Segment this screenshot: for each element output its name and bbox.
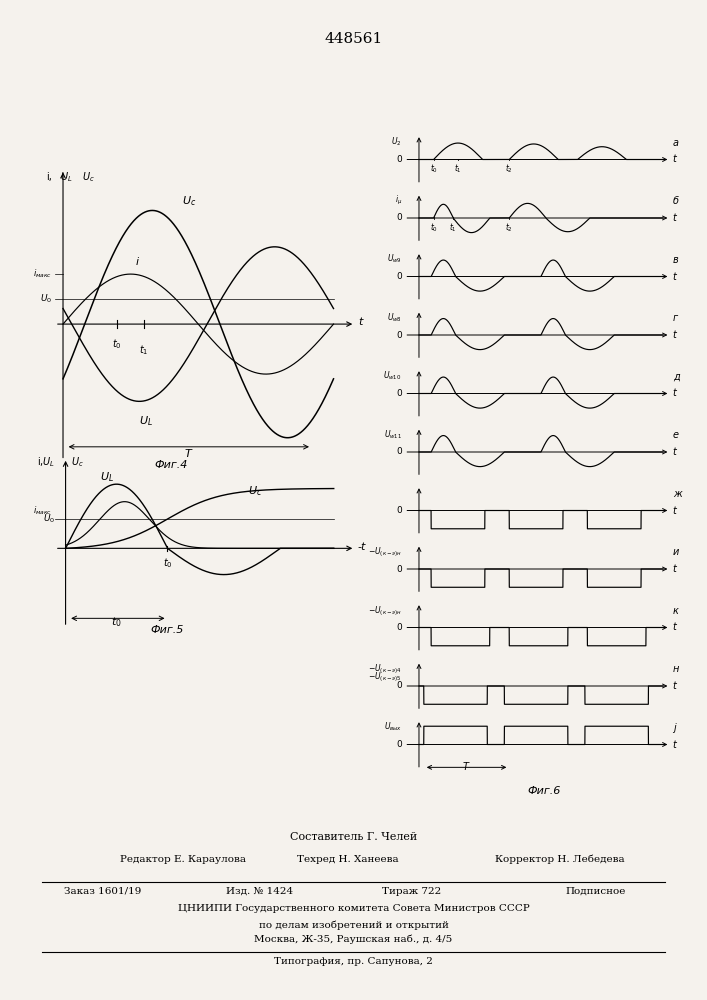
Text: t: t	[673, 447, 677, 457]
Text: $U_0$: $U_0$	[42, 513, 55, 525]
Text: по делам изобретений и открытий: по делам изобретений и открытий	[259, 920, 448, 930]
Text: $t_0$: $t_0$	[112, 337, 122, 351]
Text: t: t	[673, 622, 677, 633]
Text: t: t	[673, 740, 677, 750]
Text: Заказ 1601/19: Заказ 1601/19	[64, 887, 141, 896]
Text: 0: 0	[396, 155, 402, 164]
Text: 0: 0	[396, 389, 402, 398]
Text: Фиг.5: Фиг.5	[151, 625, 184, 635]
Text: $U_0$: $U_0$	[40, 292, 52, 305]
Text: $i_{макс}$: $i_{макс}$	[33, 268, 52, 280]
Text: ЦНИИПИ Государственного комитета Совета Министров СССР: ЦНИИПИ Государственного комитета Совета …	[177, 904, 530, 913]
Text: $U_{w8}$: $U_{w8}$	[387, 311, 402, 324]
Text: и: и	[673, 547, 679, 557]
Text: $t_1$: $t_1$	[449, 221, 457, 234]
Text: $-U_{(к-э)4}$: $-U_{(к-э)4}$	[368, 662, 402, 676]
Text: 0: 0	[396, 272, 402, 281]
Text: б: б	[673, 196, 679, 206]
Text: Типография, пр. Сапунова, 2: Типография, пр. Сапунова, 2	[274, 957, 433, 966]
Text: i: i	[136, 257, 139, 267]
Text: 448561: 448561	[325, 32, 382, 46]
Text: $U_L$: $U_L$	[60, 170, 73, 184]
Text: t: t	[673, 506, 677, 516]
Text: -t: -t	[358, 542, 366, 552]
Text: t: t	[673, 154, 677, 164]
Text: 0: 0	[396, 740, 402, 749]
Text: 0: 0	[396, 448, 402, 456]
Text: г: г	[673, 313, 678, 323]
Text: $t_1$: $t_1$	[139, 343, 149, 357]
Text: t: t	[673, 330, 677, 340]
Text: Тираж 722: Тираж 722	[382, 887, 441, 896]
Text: 0: 0	[396, 330, 402, 340]
Text: н: н	[673, 664, 679, 674]
Text: $t_1$: $t_1$	[454, 163, 462, 175]
Text: i,: i,	[47, 172, 52, 182]
Text: Подписное: Подписное	[566, 887, 626, 896]
Text: Корректор Н. Лебедева: Корректор Н. Лебедева	[495, 854, 624, 864]
Text: $t_0$: $t_0$	[111, 615, 122, 629]
Text: Изд. № 1424: Изд. № 1424	[226, 887, 293, 896]
Text: $U_L$: $U_L$	[139, 414, 153, 428]
Text: 0: 0	[396, 623, 402, 632]
Text: $-U_{(к-э)н}$: $-U_{(к-э)н}$	[368, 604, 402, 618]
Text: $t_0$: $t_0$	[163, 556, 173, 570]
Text: $t_2$: $t_2$	[506, 221, 513, 234]
Text: T: T	[184, 449, 191, 459]
Text: 0: 0	[396, 682, 402, 690]
Text: t: t	[358, 317, 362, 327]
Text: i,$U_L$: i,$U_L$	[37, 455, 55, 469]
Text: 0: 0	[396, 564, 402, 574]
Text: к: к	[673, 606, 679, 616]
Text: $-U_{(к-э)5}$: $-U_{(к-э)5}$	[368, 670, 402, 684]
Text: е: е	[673, 430, 679, 440]
Text: в: в	[673, 255, 679, 265]
Text: Москва, Ж-35, Раушская наб., д. 4/5: Москва, Ж-35, Раушская наб., д. 4/5	[255, 935, 452, 944]
Text: $t_2$: $t_2$	[506, 163, 513, 175]
Text: $U_{w10}$: $U_{w10}$	[383, 370, 402, 382]
Text: $-U_{(к-э)н}$: $-U_{(к-э)н}$	[368, 545, 402, 559]
Text: $U_c$: $U_c$	[182, 194, 197, 208]
Text: Фиг.4: Фиг.4	[155, 460, 188, 470]
Text: Техред Н. Ханеева: Техред Н. Ханеева	[297, 855, 399, 864]
Text: $i_\mu$: $i_\mu$	[395, 194, 402, 207]
Text: а: а	[673, 138, 679, 148]
Text: $U_{вых}$: $U_{вых}$	[384, 721, 402, 733]
Text: Фиг.6: Фиг.6	[527, 786, 561, 796]
Text: $t_0$: $t_0$	[430, 221, 438, 234]
Text: $i_{макс}$: $i_{макс}$	[33, 504, 52, 517]
Text: t: t	[673, 388, 677, 398]
Text: 0: 0	[396, 214, 402, 223]
Text: $U_c$: $U_c$	[82, 170, 95, 184]
Text: $t_0$: $t_0$	[430, 163, 438, 175]
Text: 0: 0	[396, 506, 402, 515]
Text: t: t	[673, 271, 677, 282]
Text: $U_c$: $U_c$	[71, 455, 83, 469]
Text: t: t	[673, 564, 677, 574]
Text: ж: ж	[673, 489, 682, 499]
Text: $U_c$: $U_c$	[248, 485, 262, 498]
Text: $U_{w9}$: $U_{w9}$	[387, 253, 402, 265]
Text: t: t	[673, 213, 677, 223]
Text: Редактор Е. Караулова: Редактор Е. Караулова	[120, 855, 246, 864]
Text: д: д	[673, 372, 679, 382]
Text: t: t	[673, 681, 677, 691]
Text: Составитель Г. Челей: Составитель Г. Челей	[290, 832, 417, 842]
Text: j: j	[673, 723, 675, 733]
Text: $U_L$: $U_L$	[100, 470, 115, 484]
Text: T: T	[462, 762, 468, 772]
Text: $U_2$: $U_2$	[392, 136, 402, 148]
Text: $U_{w11}$: $U_{w11}$	[384, 428, 402, 441]
